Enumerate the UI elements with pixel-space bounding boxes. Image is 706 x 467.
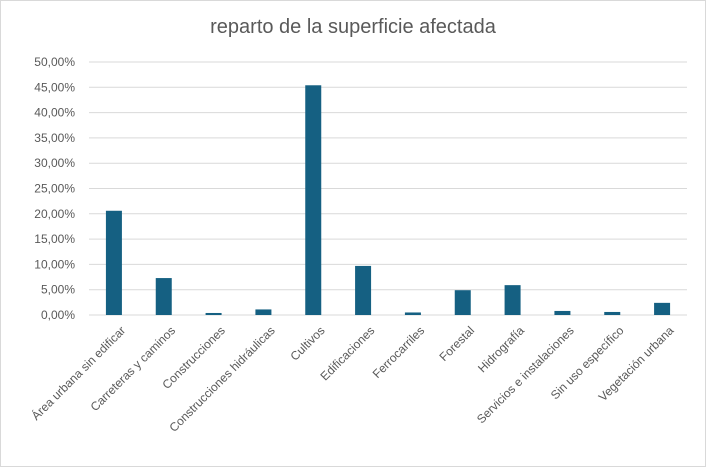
bars: [105, 85, 671, 315]
chart-title: reparto de la superficie afectada: [210, 16, 496, 38]
y-tick-label: 20,00%: [34, 207, 75, 221]
y-tick-label: 40,00%: [34, 106, 75, 120]
bar: [404, 312, 421, 315]
bar: [305, 85, 322, 315]
y-tick-label: 50,00%: [34, 55, 75, 69]
x-tick-label: Construcciones hidráulicas: [166, 323, 277, 434]
x-tick-label: Cultivos: [288, 323, 328, 363]
y-tick-label: 5,00%: [41, 283, 75, 297]
x-tick-label: Servicios e instalaciones: [474, 323, 577, 426]
x-tick-label: Área urbana sin edificar: [28, 323, 128, 423]
gridlines: [89, 61, 687, 316]
y-tick-label: 25,00%: [34, 182, 75, 196]
bar: [205, 312, 222, 315]
y-tick-label: 0,00%: [41, 308, 75, 322]
bar: [654, 302, 671, 315]
y-tick-label: 15,00%: [34, 232, 75, 246]
bar: [355, 265, 372, 315]
y-tick-label: 45,00%: [34, 80, 75, 94]
bar: [604, 311, 621, 315]
bar: [255, 309, 272, 315]
y-tick-label: 35,00%: [34, 131, 75, 145]
x-tick-label: Ferrocarriles: [370, 323, 428, 381]
x-tick-label: Carreteras y caminos: [88, 323, 179, 414]
bar: [454, 290, 471, 315]
bar: [105, 210, 122, 315]
y-axis-ticks: 0,00% 5,00% 10,00% 15,00% 20,00% 25,00% 30,00%…: [34, 55, 75, 322]
bar: [554, 310, 571, 315]
y-tick-label: 30,00%: [34, 156, 75, 170]
y-tick-label: 10,00%: [34, 257, 75, 271]
x-tick-label: Forestal: [437, 323, 478, 364]
bar: [155, 278, 172, 315]
bar: [504, 285, 521, 315]
x-tick-label: Hidrografía: [475, 323, 527, 375]
